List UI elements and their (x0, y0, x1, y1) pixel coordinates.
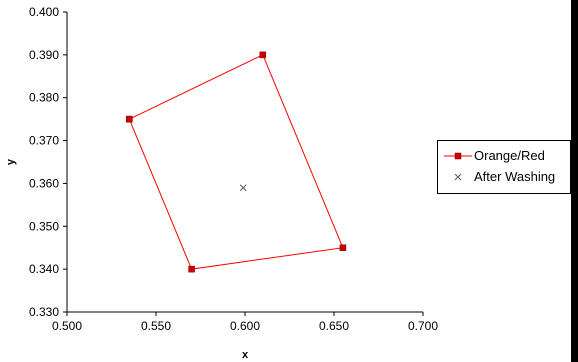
legend-label: Orange/Red (474, 148, 545, 163)
x-tick-label: 0.650 (319, 319, 349, 333)
data-point-square (188, 265, 195, 273)
y-tick-label: 0.370 (29, 134, 59, 148)
window-border (571, 0, 578, 362)
y-tick-label: 0.380 (29, 91, 59, 105)
y-tick-label: 0.340 (29, 262, 59, 276)
y-axis-title: y (5, 158, 17, 165)
legend-swatch-line-square (444, 152, 472, 160)
x-tick-label: 0.550 (141, 319, 171, 333)
y-axis-ticks: 0.330 0.340 0.350 0.360 0.370 0.380 0.390 0.400 (29, 5, 67, 319)
plot-series (126, 51, 347, 273)
y-tick-label: 0.360 (29, 176, 59, 190)
legend-label: After Washing (474, 169, 556, 184)
x-axis-title: x (242, 349, 249, 361)
x-tick-label: 0.600 (230, 319, 260, 333)
chart-legend: Orange/Red After Washing (437, 140, 571, 194)
data-point-square (339, 244, 347, 251)
x-tick-label: 0.700 (408, 319, 438, 333)
y-tick-label: 0.400 (29, 5, 59, 19)
data-point-square (259, 51, 267, 59)
data-point-x (239, 184, 247, 192)
y-tick-label: 0.350 (29, 219, 59, 233)
series-line-0 (128, 54, 344, 270)
legend-item-orange-red: Orange/Red (438, 146, 570, 166)
x-axis-ticks: 0.500 0.550 0.600 0.650 0.700 (52, 312, 438, 333)
x-tick-label: 0.500 (52, 319, 82, 333)
y-tick-label: 0.390 (29, 48, 59, 62)
data-point-square (126, 115, 133, 123)
y-tick-label: 0.330 (29, 305, 59, 319)
legend-swatch-x-marker (454, 173, 462, 181)
legend-item-after-washing: After Washing (438, 167, 570, 187)
